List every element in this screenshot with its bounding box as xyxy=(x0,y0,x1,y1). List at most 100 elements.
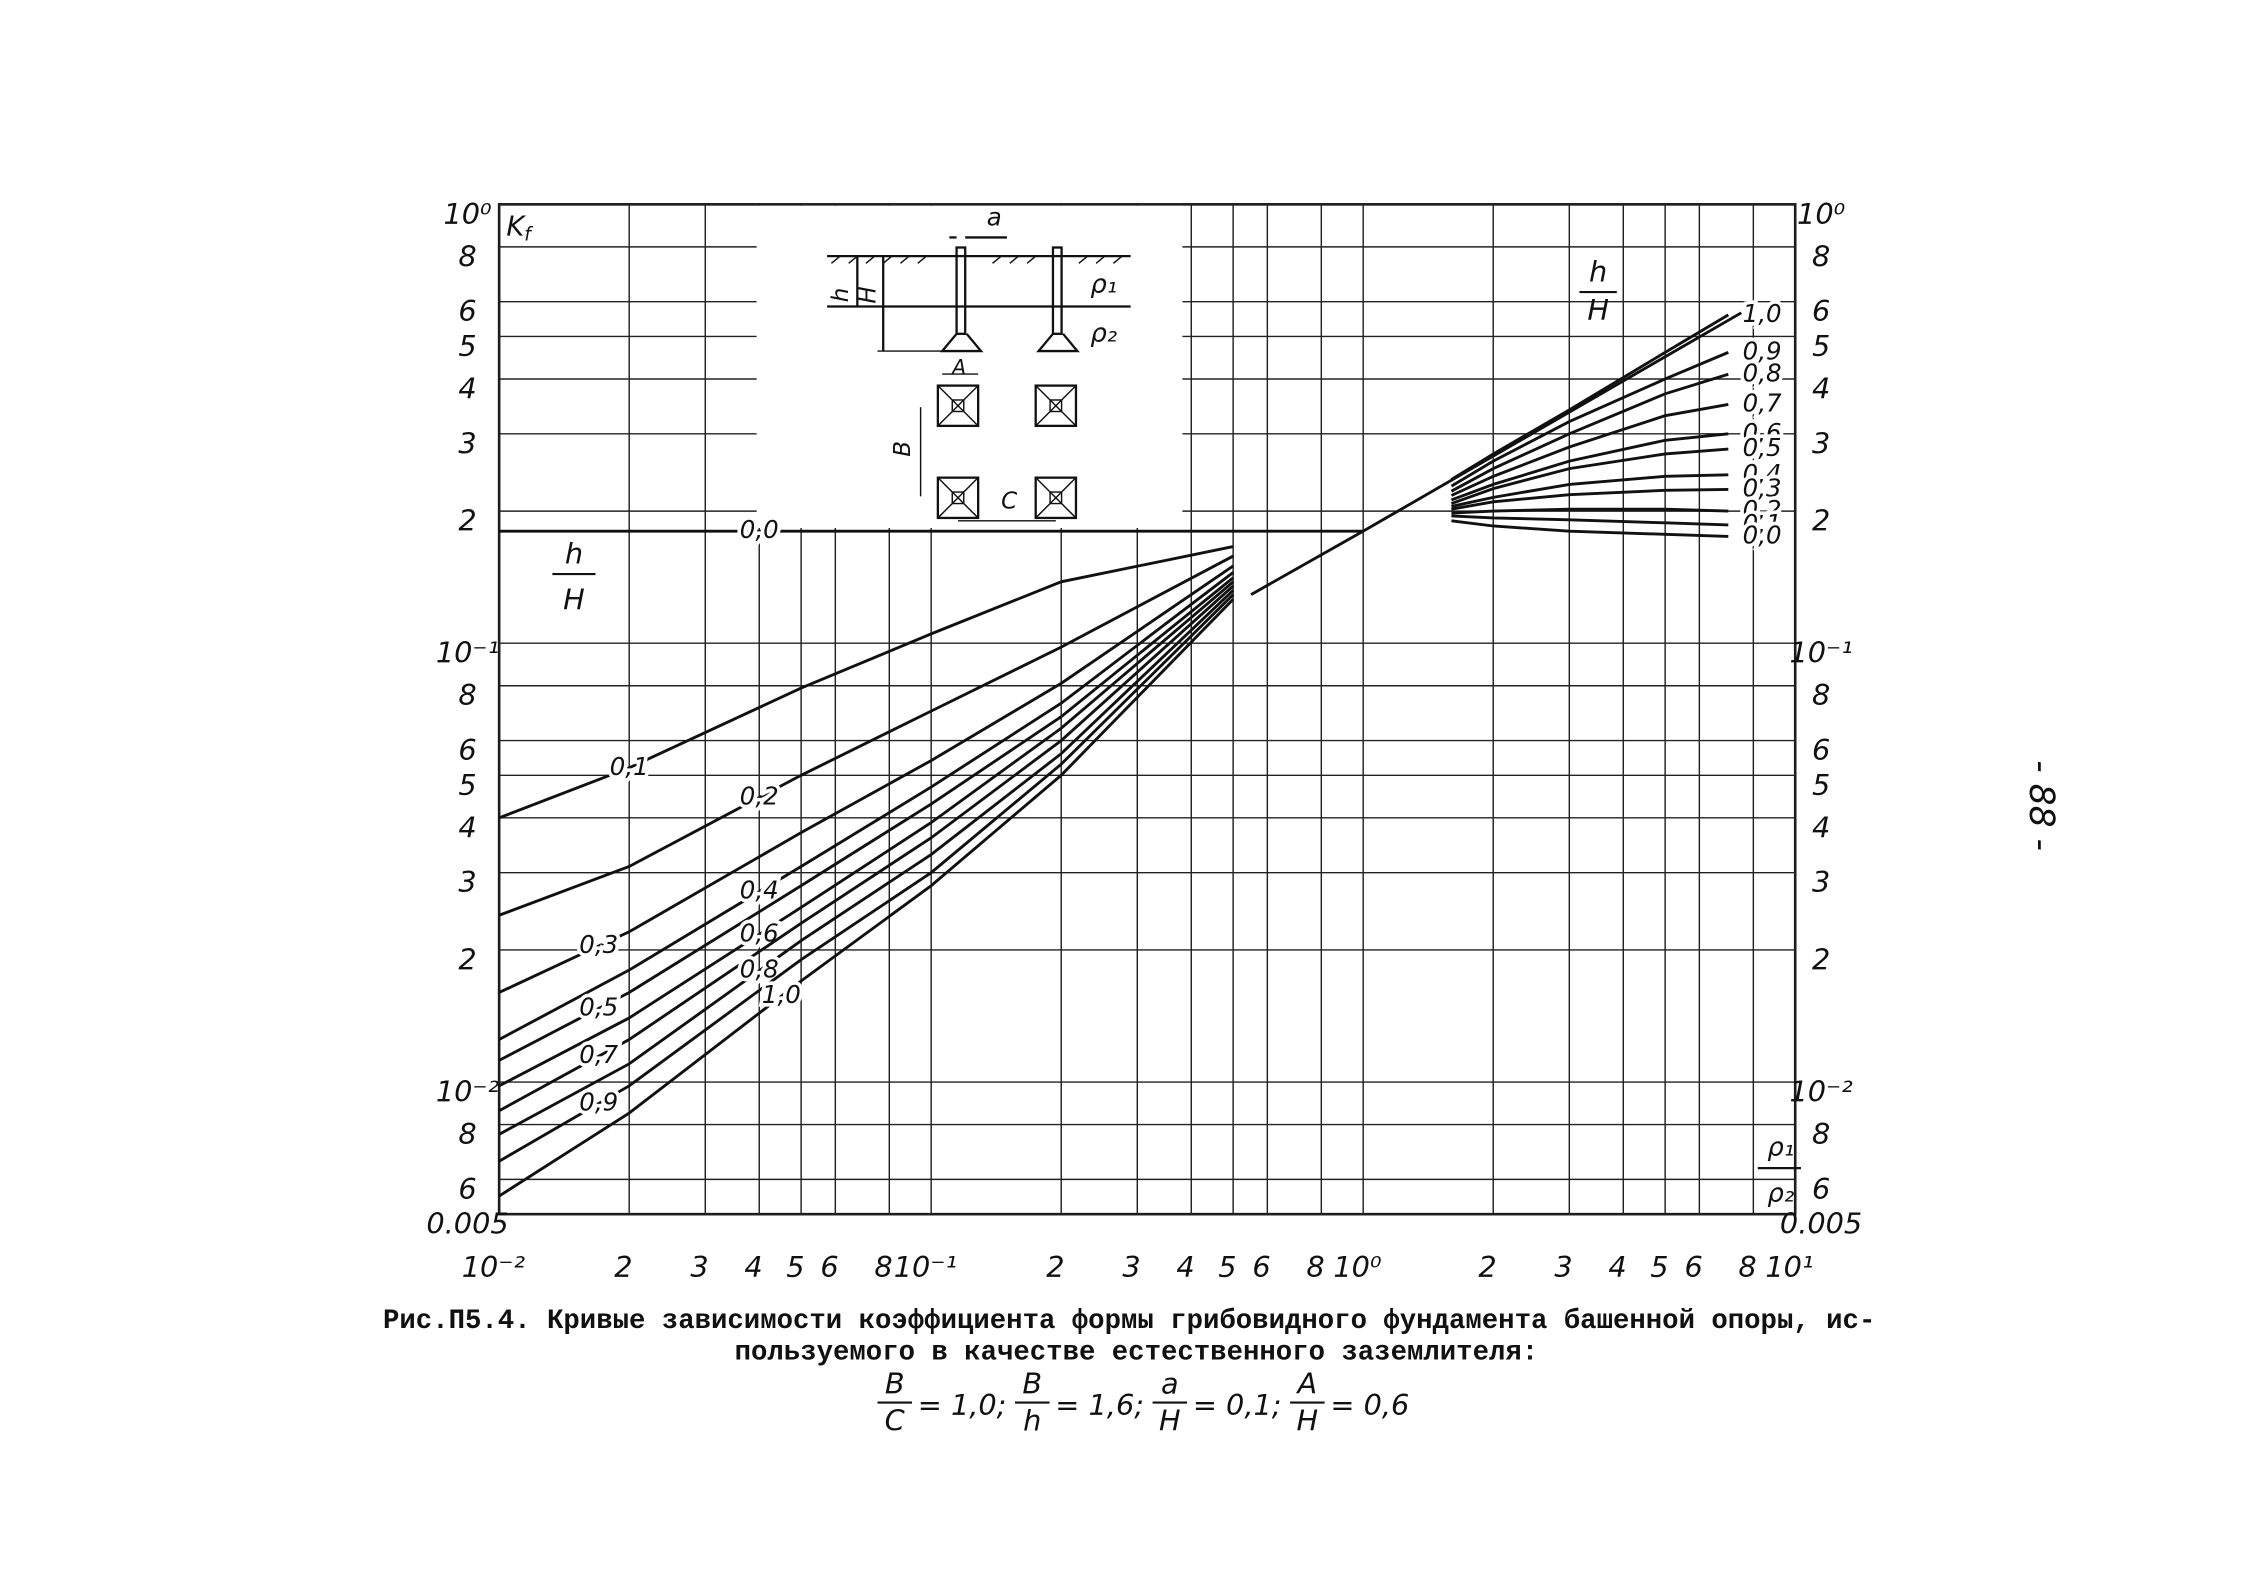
footing-plan-core xyxy=(951,491,965,505)
footing-plan-core xyxy=(951,399,965,413)
y-tick-label: 3 xyxy=(1812,426,1830,460)
curve-label: 0,7 xyxy=(1743,388,1782,417)
inset-label: A xyxy=(950,355,966,379)
inset-label: a xyxy=(987,203,1002,232)
legend-den: ρ₂ xyxy=(1767,1179,1794,1209)
legend-den: H xyxy=(563,582,585,616)
curve xyxy=(498,589,1235,1136)
curve xyxy=(498,571,1235,1041)
inset-label: ρ₂ xyxy=(1090,318,1117,348)
y-tick-label: 6 xyxy=(458,1172,476,1206)
x-tick-label: 3 xyxy=(690,1250,708,1284)
x-tick-label: 10¹ xyxy=(1765,1250,1813,1284)
y-tick-label: 2 xyxy=(1812,942,1830,976)
x-tick-label: 2 xyxy=(1046,1250,1064,1284)
y-tick-label: 6 xyxy=(1812,733,1830,767)
curve-label: 1,0 xyxy=(762,980,801,1009)
inset-label: C xyxy=(1001,489,1017,515)
curve xyxy=(498,576,1235,1062)
curve xyxy=(498,584,1235,1112)
curve-label: 0,0 xyxy=(1743,521,1782,550)
curve-label: 0,1 xyxy=(610,752,649,781)
inset-label: H xyxy=(855,286,881,303)
x-tick-label: 8 xyxy=(1306,1250,1324,1284)
curve xyxy=(498,554,1234,917)
footing-plan-core xyxy=(1049,491,1063,505)
y-tick-label: 4 xyxy=(1812,371,1830,405)
inset-label: B xyxy=(890,441,916,457)
inset-label: h xyxy=(828,288,854,303)
curve-label: 0,7 xyxy=(579,1040,618,1069)
y-tick-label: 2 xyxy=(458,504,476,538)
x-tick-label: 3 xyxy=(1554,1250,1572,1284)
curve-label: 0,5 xyxy=(1743,433,1782,462)
footing-plan xyxy=(936,476,980,520)
x-tick-label: 6 xyxy=(1684,1250,1702,1284)
x-tick-label: 4 xyxy=(744,1250,762,1284)
y-tick-label: 3 xyxy=(1812,865,1830,899)
curve-label: 1,0 xyxy=(1743,299,1782,328)
formula-rhs: = 0,6 xyxy=(1330,1388,1409,1422)
y-tick-label: 0.005 xyxy=(426,1207,508,1241)
footing-plan-core xyxy=(1049,399,1063,413)
legend-num: ρ₁ xyxy=(1767,1132,1794,1162)
x-tick-label: 8 xyxy=(874,1250,892,1284)
curve-label: 0,3 xyxy=(1743,473,1782,502)
x-tick-label: 6 xyxy=(820,1250,838,1284)
formula-num: B xyxy=(885,1366,905,1400)
footing-plan xyxy=(1034,384,1078,428)
curve xyxy=(1451,488,1729,511)
inset-background xyxy=(756,205,1183,529)
inset-label: ρ₁ xyxy=(1090,269,1117,299)
footing-plan-cross xyxy=(1035,385,1077,427)
curve xyxy=(1450,447,1729,505)
curve-label: 0,4 xyxy=(740,876,779,905)
curve-label: 0,2 xyxy=(1743,495,1782,524)
formula-den: h xyxy=(1023,1404,1041,1438)
y-tick-label: 5 xyxy=(458,768,476,802)
curve xyxy=(1451,519,1729,538)
formula-num: a xyxy=(1161,1366,1179,1400)
footing-plan-cross xyxy=(937,385,979,427)
y-tick-label: 8 xyxy=(1812,678,1830,712)
y-tick-label: 0.005 xyxy=(1780,1207,1862,1241)
curve-label: 0,9 xyxy=(1743,336,1782,365)
curve xyxy=(1450,351,1729,488)
y-label-main: K xyxy=(506,211,526,242)
y-tick-label: 10⁰ xyxy=(1797,197,1846,231)
formula-num: A xyxy=(1296,1366,1318,1400)
x-tick-label: 2 xyxy=(1478,1250,1496,1284)
formula-den: H xyxy=(1159,1404,1181,1438)
curve-label: 0,4 xyxy=(1743,459,1782,488)
curve xyxy=(1450,432,1729,502)
curve xyxy=(498,564,1235,994)
x-tick-label: 8 xyxy=(1738,1250,1756,1284)
y-tick-label: 5 xyxy=(1812,329,1830,363)
x-tick-label: 4 xyxy=(1608,1250,1626,1284)
curve xyxy=(1451,473,1729,508)
curve xyxy=(498,580,1235,1088)
y-axis-label: Kf xyxy=(506,211,533,245)
y-tick-label: 6 xyxy=(1812,1172,1830,1206)
formula-rhs: = 1,6; xyxy=(1055,1388,1144,1422)
y-tick-label: 10⁰ xyxy=(443,197,492,231)
footing-plan-cross xyxy=(937,477,979,519)
y-tick-label: 2 xyxy=(458,942,476,976)
formula-den: C xyxy=(885,1404,905,1438)
curve-label: 0,6 xyxy=(740,918,779,947)
curve xyxy=(1250,311,1742,596)
y-tick-label: 2 xyxy=(1812,504,1830,538)
formula-rhs: = 1,0; xyxy=(918,1388,1007,1422)
y-tick-label: 6 xyxy=(1812,294,1830,328)
y-label-sub: f xyxy=(524,224,533,245)
y-tick-label: 10⁻¹ xyxy=(436,636,499,670)
x-tick-label: 10⁰ xyxy=(1333,1250,1382,1284)
y-tick-label: 10⁻¹ xyxy=(1789,636,1852,670)
formula-den: H xyxy=(1297,1404,1319,1438)
curve xyxy=(1450,313,1730,481)
y-tick-label: 8 xyxy=(458,678,476,712)
x-tick-label: 2 xyxy=(614,1250,632,1284)
legend-num: h xyxy=(565,536,583,570)
curve-label: 0,8 xyxy=(740,955,779,984)
